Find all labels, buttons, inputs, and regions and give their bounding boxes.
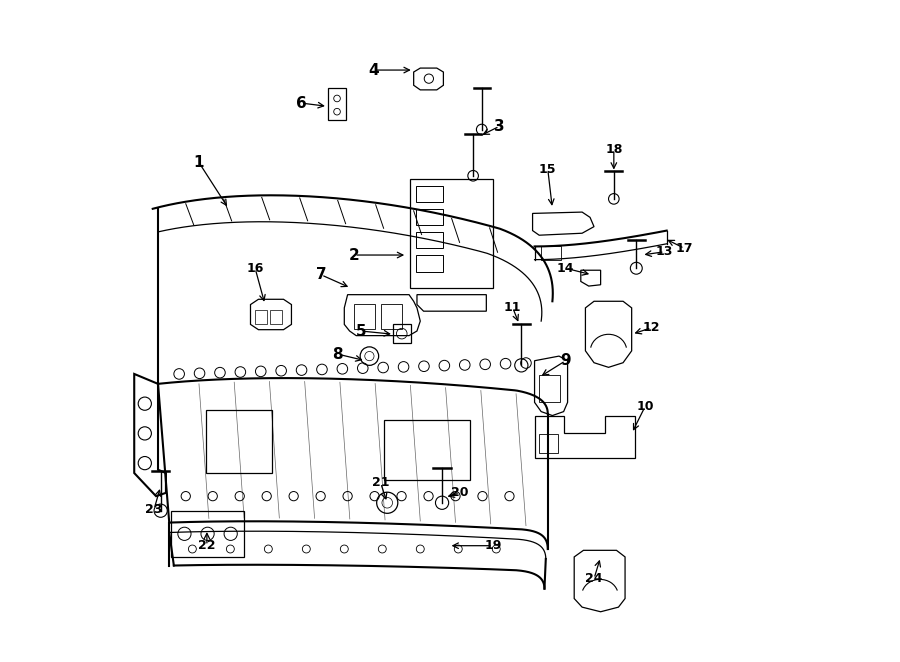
Text: 18: 18 bbox=[605, 143, 623, 156]
Text: 16: 16 bbox=[247, 261, 264, 275]
Text: 9: 9 bbox=[561, 354, 571, 368]
Text: 14: 14 bbox=[557, 261, 574, 275]
Text: 24: 24 bbox=[585, 572, 603, 585]
Text: 3: 3 bbox=[494, 118, 505, 134]
Text: 1: 1 bbox=[194, 155, 204, 170]
Text: 2: 2 bbox=[349, 248, 360, 263]
Text: 13: 13 bbox=[656, 245, 673, 258]
Text: 17: 17 bbox=[676, 242, 693, 255]
Text: 20: 20 bbox=[451, 487, 469, 499]
Text: 12: 12 bbox=[643, 321, 661, 334]
Text: 4: 4 bbox=[369, 62, 379, 77]
Text: 11: 11 bbox=[504, 301, 521, 314]
Text: 15: 15 bbox=[539, 163, 556, 175]
Text: 19: 19 bbox=[484, 539, 501, 552]
Text: 7: 7 bbox=[316, 267, 327, 283]
Text: 23: 23 bbox=[146, 503, 163, 516]
Text: 10: 10 bbox=[636, 401, 653, 414]
Text: 8: 8 bbox=[332, 347, 343, 361]
Text: 21: 21 bbox=[372, 477, 390, 489]
Text: 22: 22 bbox=[198, 539, 216, 552]
Text: 5: 5 bbox=[356, 324, 366, 338]
Text: 6: 6 bbox=[296, 95, 307, 111]
